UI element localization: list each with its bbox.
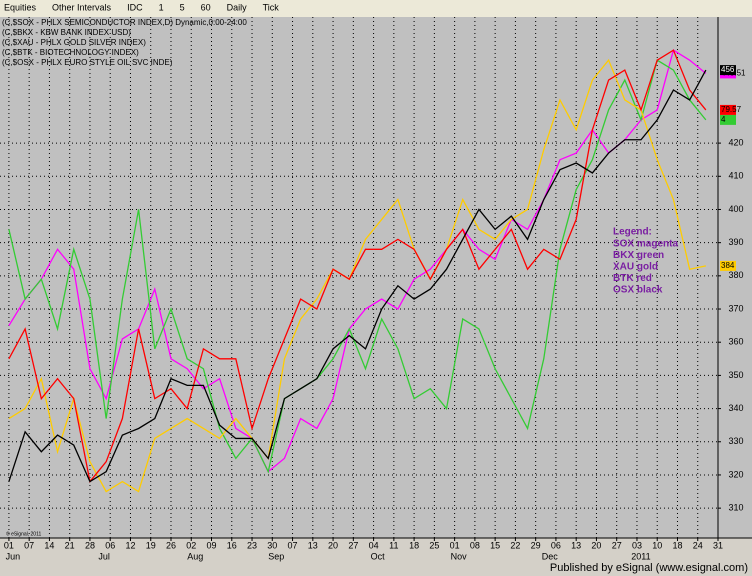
x-tick-label: 12: [125, 540, 135, 550]
month-label: Aug: [187, 551, 203, 561]
toolbar-item[interactable]: 60: [201, 2, 211, 12]
series-line: [8, 58, 706, 493]
x-tick-label: 25: [429, 540, 439, 550]
toolbar-item[interactable]: Equities: [4, 2, 37, 12]
last-value-box: [720, 65, 736, 76]
y-axis-area: [718, 17, 752, 538]
plot-area: [0, 17, 718, 538]
x-tick-label: 07: [288, 540, 298, 550]
legend-entry: BTK red: [613, 273, 652, 284]
x-tick-label: 22: [510, 540, 520, 550]
series-line: [8, 49, 707, 484]
month-label: Oct: [371, 551, 386, 561]
y-tick-label: 370: [728, 303, 743, 313]
x-tick-label: 20: [591, 540, 601, 550]
toolbar-item[interactable]: IDC: [127, 2, 143, 12]
legend-entry: XAU gold: [613, 262, 658, 273]
x-tick-label: 08: [470, 540, 480, 550]
month-label: Nov: [451, 551, 468, 561]
last-value-label: 384: [721, 261, 735, 270]
month-label: Dec: [542, 551, 559, 561]
series-line: [8, 69, 707, 483]
y-tick-label: 380: [728, 270, 743, 280]
footer-bar: [0, 560, 752, 576]
month-label: Jul: [98, 551, 110, 561]
x-tick-label: 21: [65, 540, 75, 550]
y-tick-label: 320: [728, 469, 743, 479]
legend-entry: BKX green: [613, 250, 664, 261]
last-value-box: [720, 114, 736, 125]
toolbar-item[interactable]: Other Intervals: [52, 2, 112, 12]
toolbar-item[interactable]: 1: [159, 2, 164, 12]
x-tick-label: 15: [490, 540, 500, 550]
x-tick-label: 13: [308, 540, 318, 550]
month-label: 2011: [631, 551, 650, 561]
x-tick-label: 24: [693, 540, 703, 550]
x-tick-label: 06: [105, 540, 115, 550]
last-value-box: [720, 260, 736, 271]
x-tick-label: 30: [267, 540, 277, 550]
series-header: (C,$SOX - PHLX SEMICONDUCTOR INDEX,D) Dy…: [2, 18, 247, 27]
last-value-box: [720, 104, 736, 115]
y-tick-label: 330: [728, 436, 743, 446]
legend-title: Legend:: [613, 227, 652, 238]
x-tick-label: 18: [409, 540, 419, 550]
x-tick-label: 01: [450, 540, 460, 550]
x-tick-label: 01: [4, 540, 14, 550]
x-tick-label: 14: [44, 540, 54, 550]
x-tick-label: 20: [328, 540, 338, 550]
series-header: (C,$XAU - PHLX GOLD SILVER INDEX): [2, 38, 146, 47]
y-tick-label: 340: [728, 403, 743, 413]
x-tick-label: 29: [531, 540, 541, 550]
x-tick-label: 28: [85, 540, 95, 550]
x-tick-label: 06: [551, 540, 561, 550]
legend-entry: SOX magenta: [613, 239, 678, 250]
x-tick-label: 09: [207, 540, 217, 550]
y-tick-label: 400: [728, 204, 743, 214]
x-tick-label: 27: [348, 540, 358, 550]
copyright: © eSignal, 2011: [6, 530, 42, 537]
toolbar-item[interactable]: Tick: [263, 2, 280, 12]
y-tick-label: 360: [728, 337, 743, 347]
toolbar-item[interactable]: 5: [180, 2, 185, 12]
x-tick-label: 23: [247, 540, 257, 550]
x-tick-label: 13: [571, 540, 581, 550]
y-tick-label: 410: [728, 171, 743, 181]
last-value-label: 456: [721, 65, 735, 74]
legend-entry: OSX black: [613, 285, 663, 296]
x-tick-label: 26: [166, 540, 176, 550]
series-line: [8, 59, 707, 474]
last-value-label: 4: [721, 115, 726, 124]
y-tick-label: 390: [728, 237, 743, 247]
series-header: (C,$OSX - PHLX EURO STYLE OIL SVC INDE): [2, 58, 173, 67]
month-label: Jun: [6, 551, 21, 561]
toolbar-item[interactable]: Daily: [227, 2, 248, 12]
toolbar: [0, 0, 752, 17]
x-tick-label: 27: [612, 540, 622, 550]
series-header: (C,$BTK - BIOTECHNOLOGY INDEX): [2, 48, 139, 57]
footer: Published by eSignal (www.esignal.com): [550, 562, 748, 574]
x-tick-label: 31: [713, 540, 723, 550]
series-line: [8, 49, 707, 473]
x-tick-label: 02: [186, 540, 196, 550]
x-tick-label: 11: [389, 540, 398, 550]
x-tick-label: 16: [227, 540, 237, 550]
x-tick-label: 18: [672, 540, 682, 550]
y-tick-label: 350: [728, 370, 743, 380]
series-header: (C,$BKX - KBW BANK INDEX USD): [2, 28, 131, 37]
x-tick-label: 10: [652, 540, 662, 550]
x-tick-label: 04: [369, 540, 379, 550]
x-tick-label: 19: [146, 540, 156, 550]
last-value-label: 79.57: [721, 105, 742, 114]
month-label: Sep: [268, 551, 284, 561]
y-tick-label: 310: [728, 503, 743, 513]
x-tick-label: 07: [24, 540, 34, 550]
x-tick-label: 03: [632, 540, 642, 550]
y-tick-label: 420: [728, 137, 743, 147]
